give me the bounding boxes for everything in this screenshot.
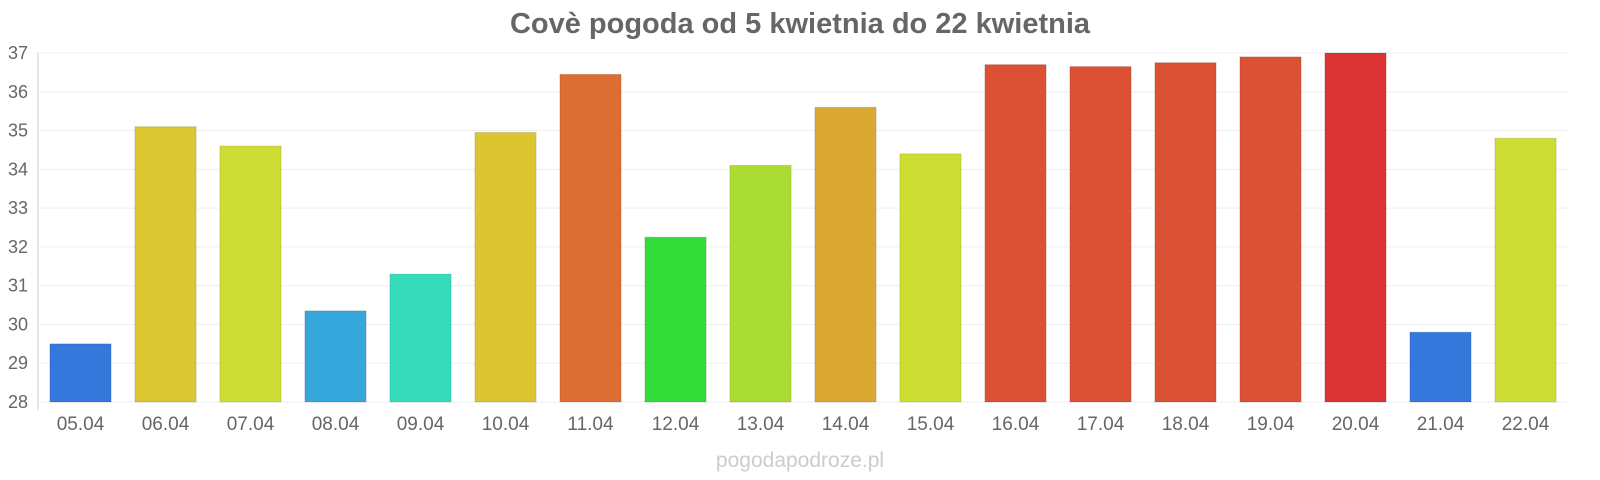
x-tick-label: 19.04 [1247,414,1295,435]
watermark: pogodapodroze.pl [715,449,885,472]
x-tick-label: 21.04 [1417,414,1465,435]
bar-07.04 [219,145,282,403]
x-tick-label: 13.04 [737,414,785,435]
x-tick-label: 10.04 [482,414,530,435]
bar-18.04 [1154,62,1217,403]
x-tick-label: 09.04 [397,414,445,435]
bar-19.04 [1239,56,1302,403]
x-tick-label: 08.04 [312,414,360,435]
bar-22.04 [1494,137,1557,403]
bar-21.04 [1409,331,1472,403]
x-tick-label: 11.04 [567,414,614,435]
x-tick-label: 16.04 [992,414,1040,435]
x-tick-label: 18.04 [1162,414,1210,435]
y-tick-label: 37 [8,43,28,63]
x-tick-label: 22.04 [1502,414,1550,435]
bar-12.04 [644,236,707,403]
bar-20.04 [1324,52,1387,403]
bar-09.04 [389,273,452,403]
y-tick-labels: 28 29 30 31 32 33 34 35 36 37 [8,43,28,412]
x-tick-label: 05.04 [57,414,105,435]
y-tick-label: 34 [8,159,28,179]
y-tick-label: 32 [8,237,28,257]
bar-05.04 [49,343,112,403]
y-tick-label: 36 [8,82,28,102]
x-tick-label: 12.04 [652,414,700,435]
bar-14.04 [814,106,877,403]
x-tick-label: 15.04 [907,414,955,435]
gridlines [38,52,1568,403]
bar-17.04 [1069,66,1132,403]
y-tick-label: 31 [8,276,28,296]
y-tick-label: 28 [8,392,28,412]
chart-title: Covè pogoda od 5 kwietnia do 22 kwietnia [509,8,1091,40]
bar-13.04 [729,164,792,403]
y-tick-label: 35 [8,121,28,141]
bar-16.04 [984,64,1047,403]
x-tick-label: 20.04 [1332,414,1380,435]
x-tick-label: 07.04 [227,414,275,435]
y-tick-label: 33 [8,198,28,218]
x-tick-label: 17.04 [1077,414,1125,435]
bars [49,52,1557,403]
bar-15.04 [899,153,962,403]
y-tick-label: 30 [8,314,28,334]
x-tick-label: 06.04 [142,414,190,435]
x-tick-label: 14.04 [822,414,870,435]
x-tick-labels: 05.04 06.04 07.04 08.04 09.04 10.04 11.04 12.04… [57,414,1550,435]
bar-06.04 [134,126,197,403]
bar-08.04 [304,310,367,403]
bar-11.04 [559,73,622,403]
y-tick-label: 29 [8,353,28,373]
bar-10.04 [474,131,537,403]
